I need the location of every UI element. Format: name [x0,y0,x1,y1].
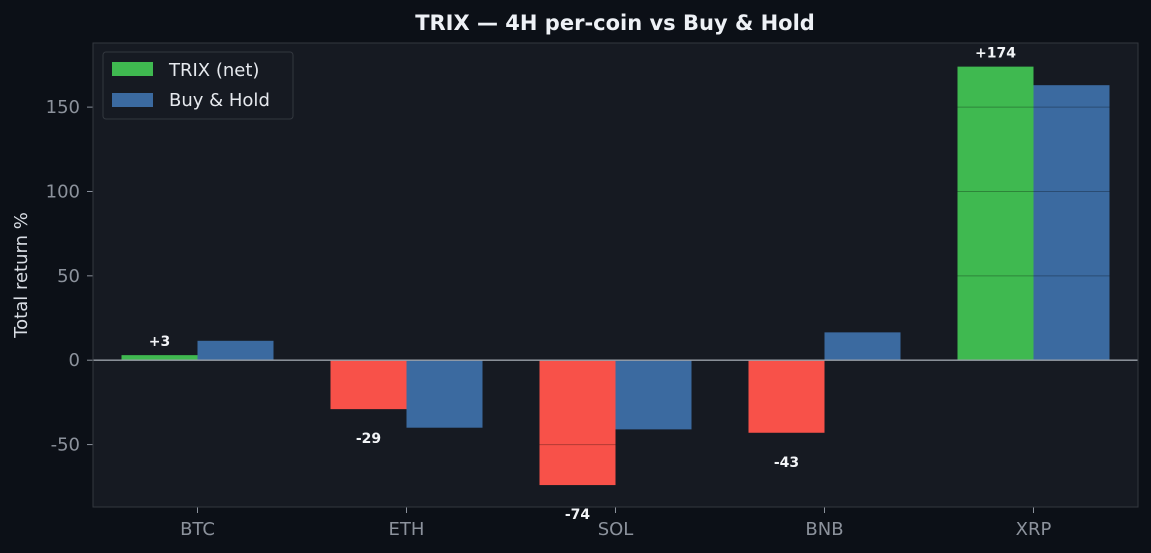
bar-trix [539,360,616,486]
bars-group [121,66,1110,486]
bar-trix [330,360,407,410]
data-labels: +3 -29 -74 -43 +174 [149,46,1016,523]
y-tick-label: 0 [69,350,80,371]
bar-buy-hold [615,360,692,430]
x-ticks: BTC ETH SOL BNB XRP [180,507,1051,540]
bar-buy-hold [824,332,901,361]
legend: TRIX (net) Buy & Hold [102,51,294,120]
data-label-trix: +174 [975,46,1016,62]
chart-title: TRIX — 4H per-coin vs Buy & Hold [415,11,815,35]
y-tick-label: 50 [57,266,80,287]
legend-label-trix: TRIX (net) [168,60,259,81]
x-tick-label: SOL [598,519,634,540]
y-axis-label: Total return % [11,212,32,339]
legend-label-buy-hold: Buy & Hold [169,90,270,111]
x-tick-label: XRP [1016,519,1052,540]
plot-frame [92,42,1139,508]
y-tick-label: 150 [46,97,80,118]
data-label-trix: -43 [774,455,799,471]
legend-swatch-buy-hold [112,93,153,107]
y-ticks: -50 0 50 100 150 [46,97,93,456]
data-label-trix: +3 [149,334,170,350]
bar-trix [957,66,1034,361]
y-tick-label: 100 [46,181,80,202]
x-tick-label: ETH [389,519,425,540]
bar-buy-hold [406,360,483,428]
bar-buy-hold [197,340,274,361]
legend-swatch-trix [112,62,153,76]
bar-buy-hold [1033,85,1110,361]
y-tick-label: -50 [51,435,80,456]
x-tick-label: BNB [805,519,843,540]
data-label-trix: -29 [356,431,381,447]
bar-trix [121,355,198,361]
bar-trix [748,360,825,433]
x-tick-label: BTC [180,519,215,540]
data-label-trix: -74 [565,507,591,523]
